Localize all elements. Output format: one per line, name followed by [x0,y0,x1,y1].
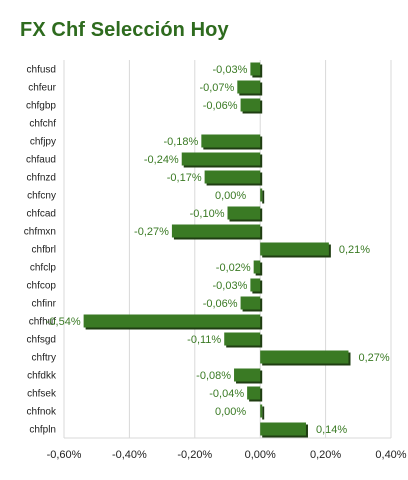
category-label: chfchf [29,119,56,130]
data-label: 0,27% [358,352,389,364]
data-labels: -0,03% -0,07% -0,06% -0,18% -0,24% -0,17% 0,00… [46,64,390,436]
category-label: chfmxn [24,227,56,238]
data-label: -0,08% [196,370,231,382]
x-tick-label: -0,60% [47,449,82,461]
bar [260,242,329,256]
x-tick-labels: -0,60% -0,40% -0,20% 0,00% 0,20% 0,40% [47,449,407,461]
bar [201,134,261,148]
bar [250,62,261,76]
category-label: chfnzd [27,173,56,184]
x-tick-label: -0,20% [177,449,212,461]
data-label: -0,24% [144,154,179,166]
category-label: chfnok [27,407,57,418]
bar [171,224,261,238]
x-tick-label: 0,20% [310,449,341,461]
bar [260,350,349,364]
bar [240,296,261,310]
category-labels: chfusd chfeur chfgbp chfchf chfjpy chfaud chfn… [24,65,57,436]
bar [240,98,261,112]
x-tick-label: 0,00% [245,449,276,461]
bar [237,80,261,94]
bar [83,314,261,328]
bar [247,386,261,400]
data-label: 0,14% [316,424,347,436]
category-label: chfinr [32,299,57,310]
data-label: -0,04% [209,388,244,400]
bars [83,62,351,438]
data-label: 0,00% [215,190,246,202]
bar [253,260,261,274]
bar [224,332,261,346]
category-label: chfsek [27,389,57,400]
data-label: -0,06% [203,298,238,310]
bar [204,170,261,184]
data-label: -0,11% [187,334,221,346]
bar [250,278,261,292]
data-label: -0,07% [199,82,234,94]
category-label: chfcop [27,281,57,292]
data-label: 0,21% [339,244,370,256]
bar [260,188,263,202]
bar [181,152,261,166]
data-label: -0,06% [203,100,238,112]
data-label: -0,18% [163,136,198,148]
data-label: -0,03% [213,64,248,76]
category-label: chfcad [27,209,56,220]
x-tick-label: -0,40% [112,449,147,461]
data-label: -0,54% [46,316,81,328]
data-label: -0,10% [190,208,225,220]
category-label: chfclp [30,263,57,274]
category-label: chfcny [27,191,56,202]
category-label: chfsgd [27,335,56,346]
category-label: chfgbp [26,101,56,112]
data-label: -0,02% [216,262,251,274]
bar [234,368,261,382]
category-label: chfeur [28,83,56,94]
data-label: -0,03% [213,280,248,292]
data-label: -0,27% [134,226,169,238]
category-label: chfdkk [27,371,57,382]
bar [227,206,261,220]
chart-title: FX Chf Selección Hoy [20,19,229,41]
bar-shadow [262,406,265,420]
x-tick-label: 0,40% [375,449,406,461]
category-label: chfusd [27,65,56,76]
category-label: chftry [32,353,56,364]
bar [260,422,306,436]
category-label: chfjpy [30,137,56,148]
category-label: chfbrl [32,245,56,256]
bar [260,404,263,418]
data-label: -0,17% [167,172,202,184]
bar-shadow [262,190,265,204]
category-label: chfpln [29,425,56,436]
category-label: chfaud [26,155,56,166]
category-label: chfhuf [29,317,56,328]
data-label: 0,00% [215,406,246,418]
